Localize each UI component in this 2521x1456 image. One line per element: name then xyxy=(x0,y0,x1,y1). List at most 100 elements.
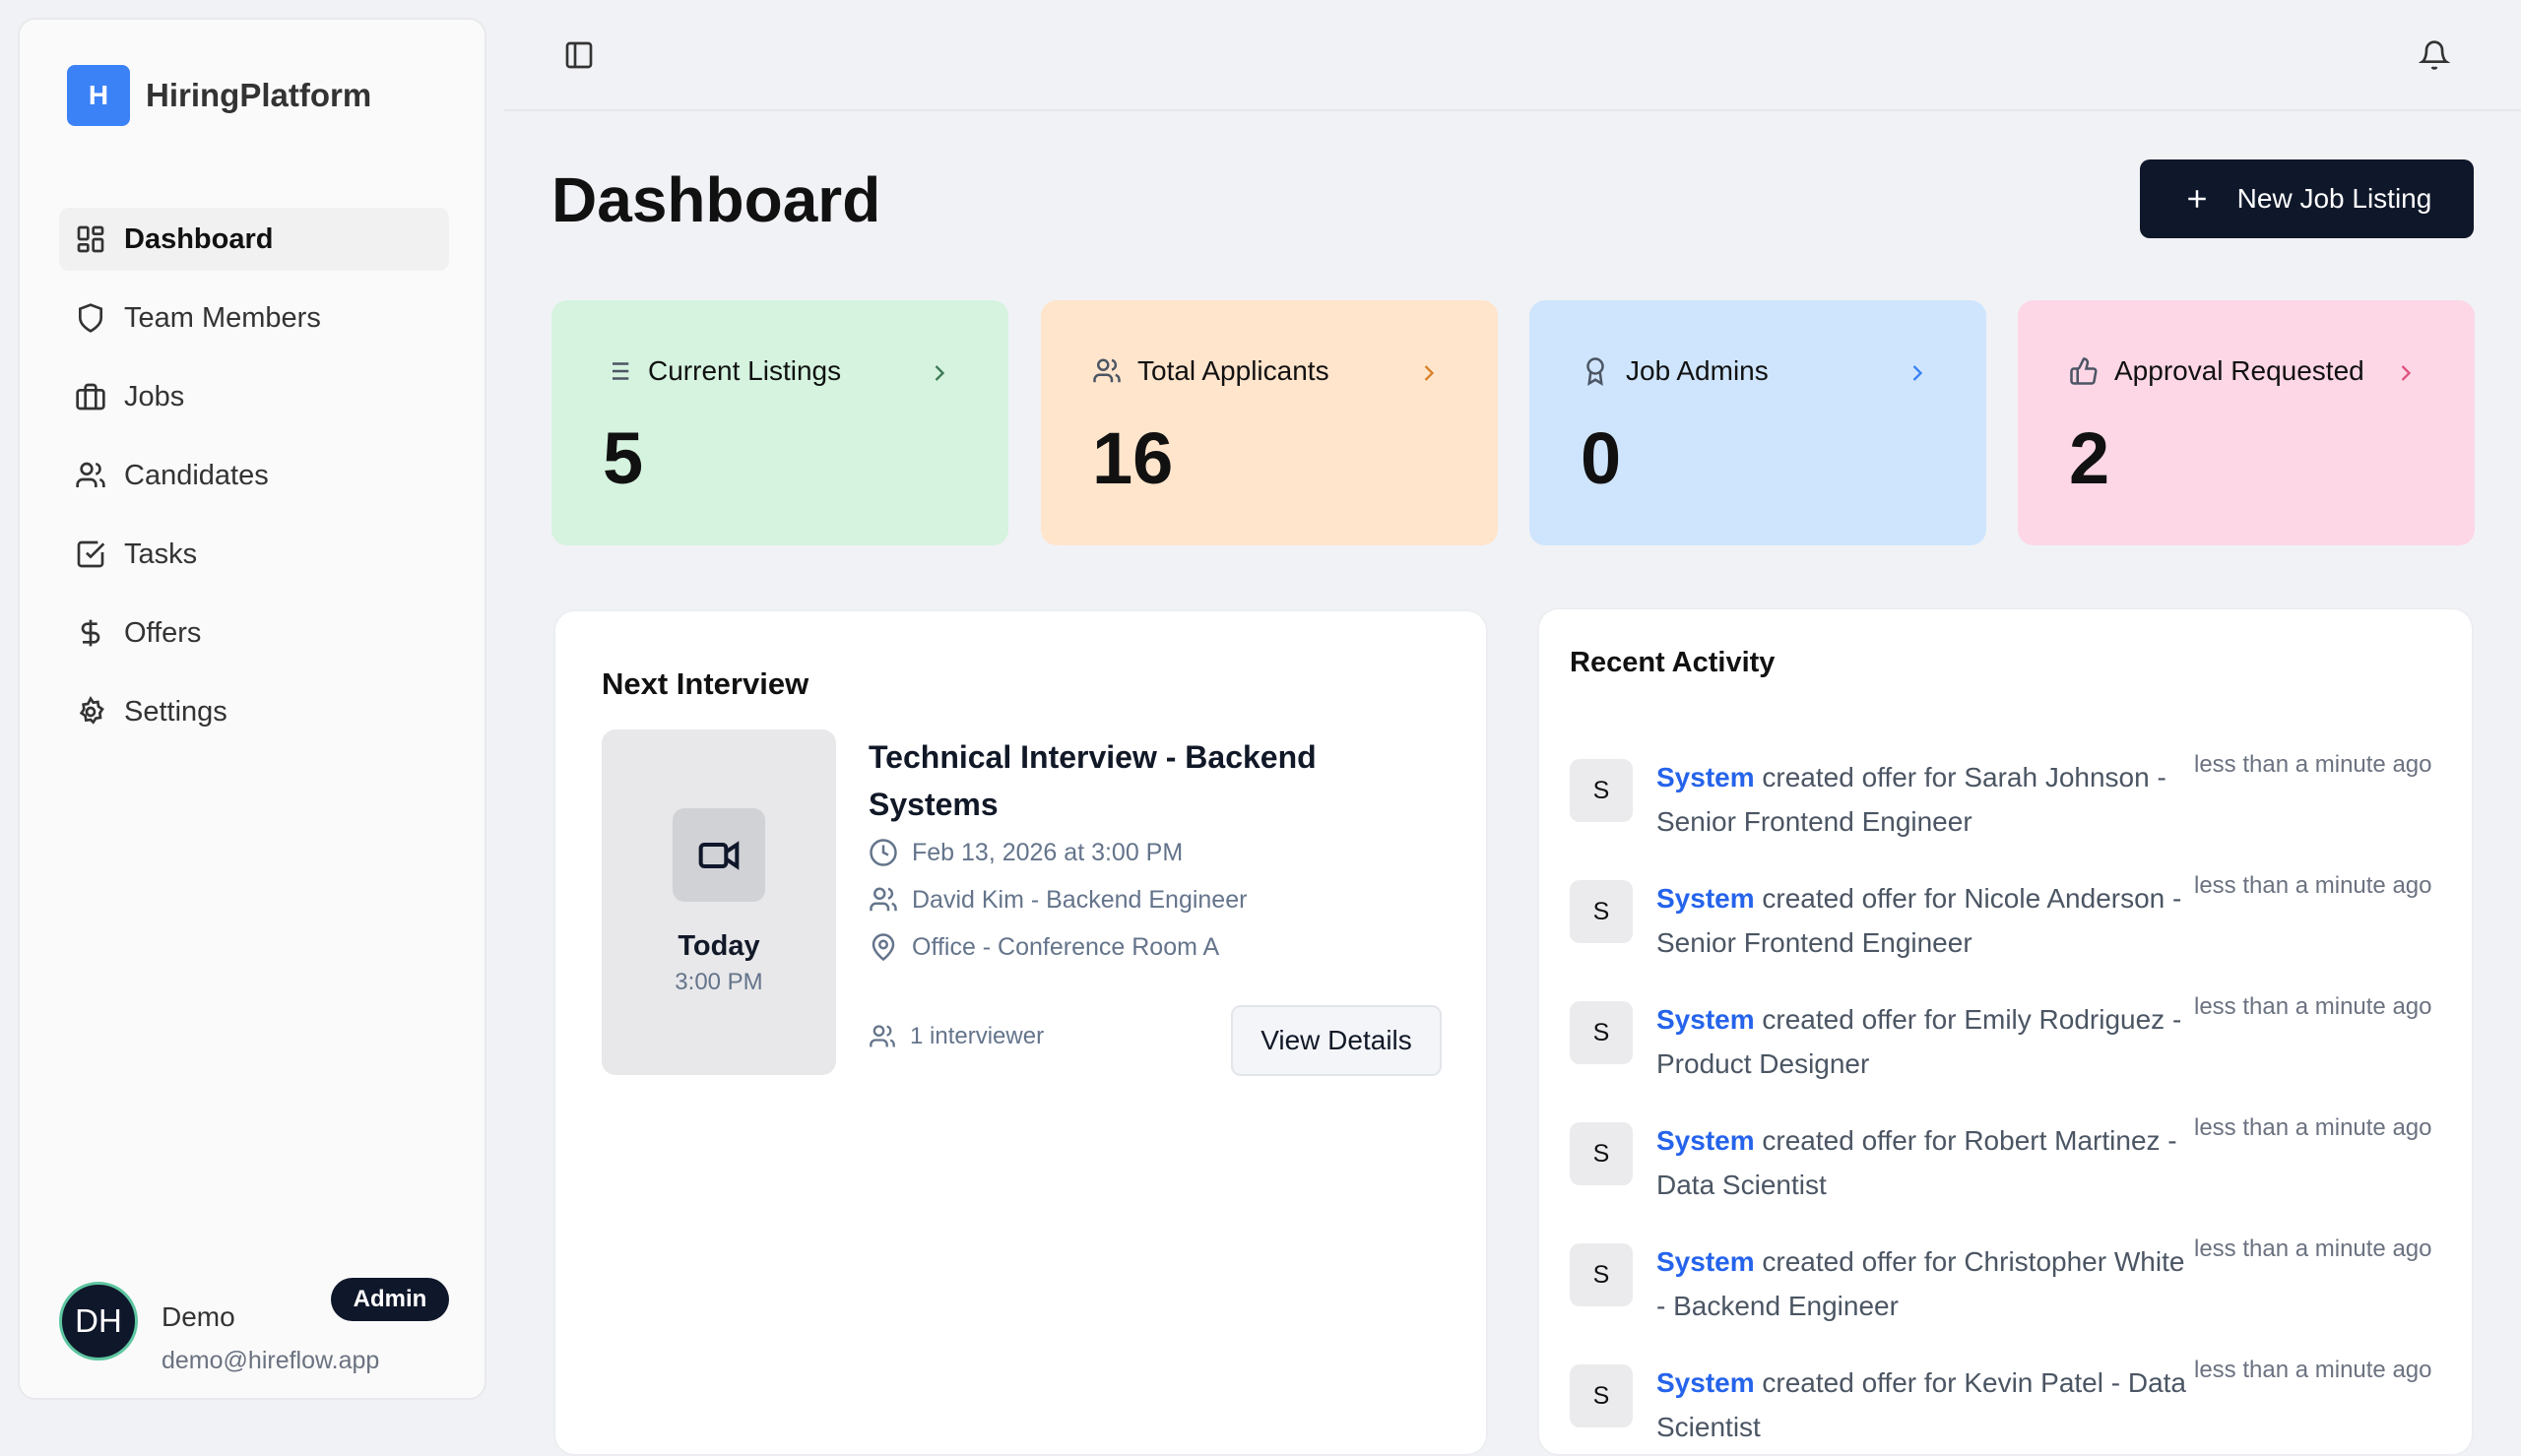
list-icon xyxy=(603,356,632,386)
sidebar-item-label: Settings xyxy=(124,695,227,728)
interview-candidate: David Kim - Backend Engineer xyxy=(912,885,1248,914)
stat-label-text: Job Admins xyxy=(1626,355,1769,386)
interview-location: Office - Conference Room A xyxy=(912,932,1220,961)
activity-actor-link[interactable]: System xyxy=(1656,1367,1755,1398)
activity-actor-link[interactable]: System xyxy=(1656,883,1755,914)
interviewers-count: 1 interviewer xyxy=(910,1023,1045,1049)
new-job-listing-button[interactable]: New Job Listing xyxy=(2140,159,2474,238)
stat-label: Total Applicants xyxy=(1092,355,1329,387)
app-name: HiringPlatform xyxy=(146,77,372,113)
activity-item: S System created offer for Christopher Wh… xyxy=(1570,1235,2456,1352)
activity-time: less than a minute ago xyxy=(2194,993,2432,1020)
stat-label: Job Admins xyxy=(1581,355,1769,387)
users-icon xyxy=(1092,356,1122,386)
activity-time: less than a minute ago xyxy=(2194,872,2432,899)
activity-avatar: S xyxy=(1570,1243,1633,1306)
layout-grid-icon xyxy=(75,223,106,255)
stat-label-text: Total Applicants xyxy=(1137,355,1329,386)
chevron-right-icon xyxy=(2392,359,2420,387)
briefcase-icon xyxy=(75,381,106,412)
interview-datetime: Feb 13, 2026 at 3:00 PM xyxy=(912,838,1184,866)
sidebar-item-offers[interactable]: Offers xyxy=(59,601,449,665)
activity-description: created offer for Nicole Anderson - Seni… xyxy=(1656,883,2182,958)
activity-description: created offer for Sarah Johnson - Senior… xyxy=(1656,762,2166,837)
stat-card-current-listings[interactable]: Current Listings 5 xyxy=(551,300,1008,545)
view-details-button[interactable]: View Details xyxy=(1231,1005,1442,1076)
activity-time: less than a minute ago xyxy=(2194,751,2432,778)
next-interview-panel: Next Interview Today 3:00 PM Technical I… xyxy=(553,609,1488,1456)
stat-label-text: Approval Requested xyxy=(2114,355,2364,386)
stat-value: 5 xyxy=(603,417,644,499)
activity-actor-link[interactable]: System xyxy=(1656,762,1755,792)
activity-text: System created offer for Sarah Johnson -… xyxy=(1656,755,2188,844)
interview-time: 3:00 PM xyxy=(675,969,763,995)
activity-item: S System created offer for Emily Rodrigue… xyxy=(1570,993,2456,1109)
sidebar-item-label: Tasks xyxy=(124,538,198,570)
stat-label: Approval Requested xyxy=(2069,355,2364,387)
recent-activity-panel: Recent Activity S System created offer fo… xyxy=(1537,607,2474,1456)
activity-actor-link[interactable]: System xyxy=(1656,1004,1755,1035)
thumbs-up-icon xyxy=(2069,356,2099,386)
stat-value: 2 xyxy=(2069,417,2110,499)
clock-icon xyxy=(869,838,898,867)
gear-icon xyxy=(75,696,106,728)
sidebar-item-label: Dashboard xyxy=(124,222,274,255)
activity-actor-link[interactable]: System xyxy=(1656,1246,1755,1277)
activity-avatar: S xyxy=(1570,880,1633,943)
activity-text: System created offer for Emily Rodriguez… xyxy=(1656,997,2188,1086)
activity-description: created offer for Emily Rodriguez - Prod… xyxy=(1656,1004,2182,1079)
sidebar-item-label: Candidates xyxy=(124,459,269,491)
activity-text: System created offer for Nicole Anderson… xyxy=(1656,876,2188,965)
interview-location-row: Office - Conference Room A xyxy=(869,932,1219,962)
stat-label-text: Current Listings xyxy=(648,355,842,386)
activity-avatar: S xyxy=(1570,1364,1633,1427)
sidebar-item-dashboard[interactable]: Dashboard xyxy=(59,208,449,271)
users-icon xyxy=(869,1023,896,1050)
users-icon xyxy=(869,885,898,915)
activity-item: S System created offer for Robert Martine… xyxy=(1570,1114,2456,1231)
activity-time: less than a minute ago xyxy=(2194,1357,2432,1383)
activity-time: less than a minute ago xyxy=(2194,1114,2432,1141)
chevron-right-icon xyxy=(1415,359,1443,387)
page-title: Dashboard xyxy=(551,164,881,235)
plus-icon xyxy=(2182,184,2212,214)
activity-text: System created offer for Robert Martinez… xyxy=(1656,1118,2188,1207)
interview-datetime-row: Feb 13, 2026 at 3:00 PM xyxy=(869,838,1183,867)
top-bar xyxy=(504,0,2521,111)
activity-time: less than a minute ago xyxy=(2194,1235,2432,1262)
next-interview-heading: Next Interview xyxy=(602,666,809,701)
stat-card-approval-requested[interactable]: Approval Requested 2 xyxy=(2018,300,2475,545)
sidebar-toggle-icon[interactable] xyxy=(563,39,595,71)
bell-icon[interactable] xyxy=(2419,39,2450,71)
new-job-listing-label: New Job Listing xyxy=(2236,183,2432,214)
activity-item: S System created offer for Nicole Anderso… xyxy=(1570,872,2456,988)
check-square-icon xyxy=(75,538,106,570)
user-name: Demo xyxy=(162,1301,235,1332)
activity-avatar: S xyxy=(1570,1001,1633,1064)
sidebar-item-team-members[interactable]: Team Members xyxy=(59,286,449,349)
role-badge: Admin xyxy=(331,1278,449,1321)
activity-text: System created offer for Kevin Patel - D… xyxy=(1656,1361,2188,1449)
video-icon xyxy=(673,808,765,902)
users-icon xyxy=(75,460,106,491)
recent-activity-heading: Recent Activity xyxy=(1570,647,1776,678)
interview-title: Technical Interview - Backend Systems xyxy=(869,739,1317,822)
map-pin-icon xyxy=(869,932,898,962)
sidebar-item-label: Offers xyxy=(124,616,202,649)
avatar[interactable]: DH xyxy=(59,1282,138,1361)
activity-item: S System created offer for Kevin Patel - … xyxy=(1570,1357,2456,1454)
sidebar-item-tasks[interactable]: Tasks xyxy=(59,523,449,586)
stat-card-job-admins[interactable]: Job Admins 0 xyxy=(1529,300,1986,545)
activity-text: System created offer for Christopher Whi… xyxy=(1656,1239,2188,1328)
sidebar-item-candidates[interactable]: Candidates xyxy=(59,444,449,507)
sidebar-item-jobs[interactable]: Jobs xyxy=(59,365,449,428)
activity-actor-link[interactable]: System xyxy=(1656,1125,1755,1156)
activity-description: created offer for Robert Martinez - Data… xyxy=(1656,1125,2177,1200)
logo: H xyxy=(67,65,130,126)
sidebar-item-settings[interactable]: Settings xyxy=(59,680,449,743)
activity-avatar: S xyxy=(1570,1122,1633,1185)
interview-date-box: Today 3:00 PM xyxy=(602,729,836,1075)
stat-value: 16 xyxy=(1092,417,1174,499)
activity-avatar: S xyxy=(1570,759,1633,822)
stat-card-total-applicants[interactable]: Total Applicants 16 xyxy=(1041,300,1498,545)
